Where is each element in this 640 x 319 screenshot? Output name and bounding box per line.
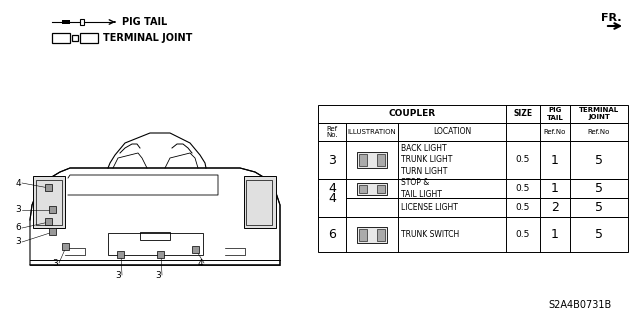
Text: LOCATION: LOCATION [433,128,471,137]
Bar [192,246,199,253]
Text: LICENSE LIGHT: LICENSE LIGHT [401,203,458,212]
Text: COUPLER: COUPLER [388,109,436,118]
Bar [52,33,70,43]
Text: 5: 5 [595,201,603,214]
Text: 3: 3 [15,205,21,214]
Bar [318,123,628,141]
Text: 0.5: 0.5 [516,184,530,193]
Bar [357,182,387,195]
Bar [357,226,387,242]
Polygon shape [30,168,280,265]
Bar [318,217,628,252]
Text: 5: 5 [595,153,603,167]
Text: 5: 5 [595,228,603,241]
Text: PIG
TAIL: PIG TAIL [547,108,563,121]
Text: SIZE: SIZE [513,109,532,118]
Bar [376,228,385,241]
Bar [33,176,65,228]
Bar [117,251,124,258]
Text: S2A4B0731B: S2A4B0731B [548,300,612,310]
Bar [36,180,62,225]
Bar [49,206,56,213]
Text: 4: 4 [15,179,21,188]
Bar [246,180,272,225]
Text: 0.5: 0.5 [516,155,530,165]
Text: PIG TAIL: PIG TAIL [122,17,167,27]
Text: 4: 4 [328,182,336,195]
Bar [45,184,52,191]
Bar [108,233,203,255]
Text: 1: 1 [551,228,559,241]
Text: TRUNK SWITCH: TRUNK SWITCH [401,230,460,239]
Text: 4: 4 [328,191,336,204]
Text: 1: 1 [551,182,559,195]
Text: FR.: FR. [601,13,621,23]
Text: 3: 3 [155,271,161,279]
Text: 1: 1 [551,153,559,167]
Bar [318,198,628,217]
Text: 2: 2 [551,201,559,214]
Bar [45,218,52,225]
Text: Ref.No: Ref.No [544,129,566,135]
Text: Ref
No.: Ref No. [326,126,338,138]
Text: 4: 4 [197,258,203,268]
Text: 3: 3 [328,153,336,167]
Bar [80,19,84,25]
Bar [318,179,628,198]
Text: 5: 5 [595,182,603,195]
Bar [376,184,385,192]
Text: STOP &
TAIL LIGHT: STOP & TAIL LIGHT [401,178,442,198]
Bar [359,184,367,192]
Text: Ref.No: Ref.No [588,129,610,135]
Bar [357,152,387,168]
Bar [140,232,170,240]
Bar [62,20,70,24]
Text: ILLUSTRATION: ILLUSTRATION [348,129,396,135]
Bar [157,251,164,258]
Text: TERMINAL JOINT: TERMINAL JOINT [103,33,193,43]
Bar [49,228,56,235]
Text: BACK LIGHT
TRUNK LIGHT
TURN LIGHT: BACK LIGHT TRUNK LIGHT TURN LIGHT [401,145,452,175]
Text: 0.5: 0.5 [516,230,530,239]
Bar [80,33,98,43]
Text: 6: 6 [328,228,336,241]
Text: 4: 4 [328,191,336,204]
Text: 3: 3 [15,238,21,247]
Text: TERMINAL
JOINT: TERMINAL JOINT [579,108,619,121]
Bar [318,105,628,123]
Bar [62,243,69,250]
Bar [72,35,78,41]
Text: 0.5: 0.5 [516,203,530,212]
Text: 3: 3 [52,258,58,268]
Bar [318,141,628,179]
Bar [359,154,367,166]
Bar [359,228,367,241]
Bar [376,154,385,166]
Bar [244,176,276,228]
Text: 3: 3 [115,271,121,279]
Text: 6: 6 [15,224,21,233]
